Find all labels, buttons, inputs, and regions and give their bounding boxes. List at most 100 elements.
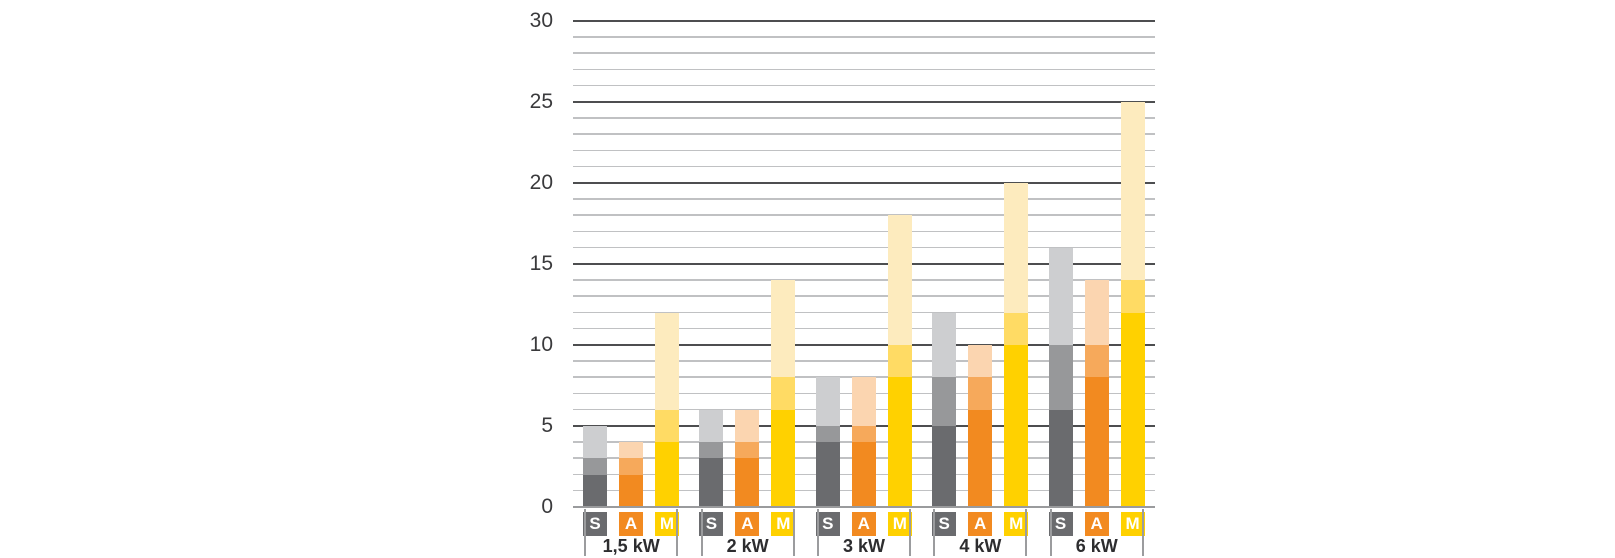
minor-gridline: [573, 149, 1155, 152]
bar-segment-m-light: [1120, 102, 1145, 281]
major-gridline: [573, 263, 1155, 265]
group-bracket-tick: [1049, 509, 1052, 556]
group-bracket-tick: [1141, 509, 1144, 556]
major-gridline: [573, 101, 1155, 103]
bar-segment-a-dark: [851, 442, 876, 507]
y-tick-label: 25: [529, 90, 553, 113]
group-label-3kw: 3 kW: [842, 536, 885, 556]
stacked-bar-s-1: [583, 21, 607, 507]
group-label-4kw: 4 kW: [959, 536, 1002, 556]
x-axis-line: [573, 506, 1155, 508]
stacked-bar-a-5: [1084, 21, 1109, 507]
group-bracket-tick: [700, 509, 703, 556]
stacked-bar-s-4: [932, 21, 957, 507]
stacked-bar-a-4: [968, 21, 993, 507]
bar-segment-a-medium: [735, 442, 760, 459]
minor-gridline: [573, 198, 1155, 200]
bar-segment-a-light: [1084, 280, 1109, 346]
bar-segment-m-light: [771, 280, 796, 378]
minor-gridline: [573, 117, 1155, 119]
minor-gridline: [573, 214, 1155, 216]
bar-segment-m-medium: [1120, 280, 1145, 313]
bar-segment-m-light: [1004, 183, 1029, 313]
bar-segment-s-light: [815, 377, 840, 427]
bar-badge-s: S: [699, 512, 724, 536]
bar-segment-s-medium: [583, 458, 607, 475]
minor-gridline: [573, 68, 1155, 71]
y-tick-label: 30: [529, 9, 553, 32]
group-bracket-tick: [933, 509, 936, 556]
bar-segment-a-light: [619, 442, 643, 459]
y-tick-label: 10: [529, 333, 553, 356]
bar-segment-s-dark: [815, 442, 840, 507]
minor-gridline: [573, 295, 1155, 297]
group-bracket-tick: [1025, 509, 1028, 556]
stacked-bar-m-3: [887, 21, 912, 507]
bar-badge-s: S: [815, 512, 840, 536]
group-label-2kw: 2 kW: [726, 536, 769, 556]
y-tick-label: 0: [541, 495, 553, 518]
stacked-bar-a-3: [851, 21, 876, 507]
bar-segment-a-dark: [1084, 377, 1109, 507]
bar-badge-m: M: [1004, 512, 1029, 536]
bar-badge-s: S: [932, 512, 957, 536]
bar-segment-m-light: [887, 215, 912, 346]
major-gridline: [573, 344, 1155, 346]
bar-badge-m: M: [887, 512, 912, 536]
stacked-bar-m-2: [771, 21, 796, 507]
stacked-bar-s-5: [1048, 21, 1073, 507]
bar-segment-m-dark: [887, 377, 912, 507]
minor-gridline: [573, 279, 1155, 281]
bar-segment-a-dark: [968, 409, 993, 507]
stacked-bar-m-4: [1004, 21, 1029, 507]
bar-badge-s: S: [583, 512, 607, 536]
bar-segment-s-dark: [699, 458, 724, 507]
major-gridline: [573, 20, 1155, 22]
bar-segment-m-dark: [655, 442, 679, 507]
bar-badge-m: M: [1120, 512, 1145, 536]
bar-segment-s-dark: [932, 426, 957, 507]
bar-segment-s-light: [932, 312, 957, 378]
minor-gridline: [573, 230, 1155, 233]
minor-gridline: [573, 311, 1155, 314]
group-bracket-tick: [676, 509, 679, 556]
bar-segment-a-medium: [968, 377, 993, 410]
bar-segment-m-medium: [655, 409, 679, 443]
bar-segment-m-dark: [771, 409, 796, 507]
stacked-bar-s-3: [815, 21, 840, 507]
y-tick-label: 20: [529, 171, 553, 194]
bar-badge-a: A: [1084, 512, 1109, 536]
group-bracket-tick: [584, 509, 587, 556]
y-tick-label: 5: [541, 414, 553, 437]
bar-segment-m-light: [655, 312, 679, 410]
bar-badge-m: M: [771, 512, 796, 536]
bar-segment-a-light: [735, 409, 760, 443]
stacked-bar-s-2: [699, 21, 724, 507]
bar-badge-s: S: [1048, 512, 1073, 536]
bar-segment-s-medium: [815, 426, 840, 443]
minor-gridline: [573, 376, 1155, 378]
minor-gridline: [573, 165, 1155, 168]
minor-gridline: [573, 246, 1155, 249]
group-label-15kw: 1,5 kW: [602, 536, 660, 556]
bar-segment-s-dark: [1048, 409, 1073, 507]
bar-segment-a-light: [851, 377, 876, 427]
bar-badge-m: M: [655, 512, 679, 536]
minor-gridline: [573, 360, 1155, 362]
group-bracket-tick: [817, 509, 819, 556]
bar-segment-a-light: [968, 345, 993, 378]
bar-segment-a-medium: [851, 426, 876, 443]
bar-badge-a: A: [735, 512, 760, 536]
bar-segment-m-medium: [771, 377, 796, 410]
bar-segment-a-medium: [619, 458, 643, 475]
bar-segment-a-dark: [619, 474, 643, 507]
minor-gridline: [573, 327, 1155, 330]
stacked-bar-a-2: [735, 21, 760, 507]
bar-segment-s-medium: [932, 377, 957, 426]
bar-segment-a-medium: [1084, 345, 1109, 378]
bar-segment-s-light: [1048, 247, 1073, 346]
minor-gridline: [573, 133, 1155, 135]
bar-segment-a-dark: [735, 458, 760, 507]
group-label-6kw: 6 kW: [1075, 536, 1118, 556]
